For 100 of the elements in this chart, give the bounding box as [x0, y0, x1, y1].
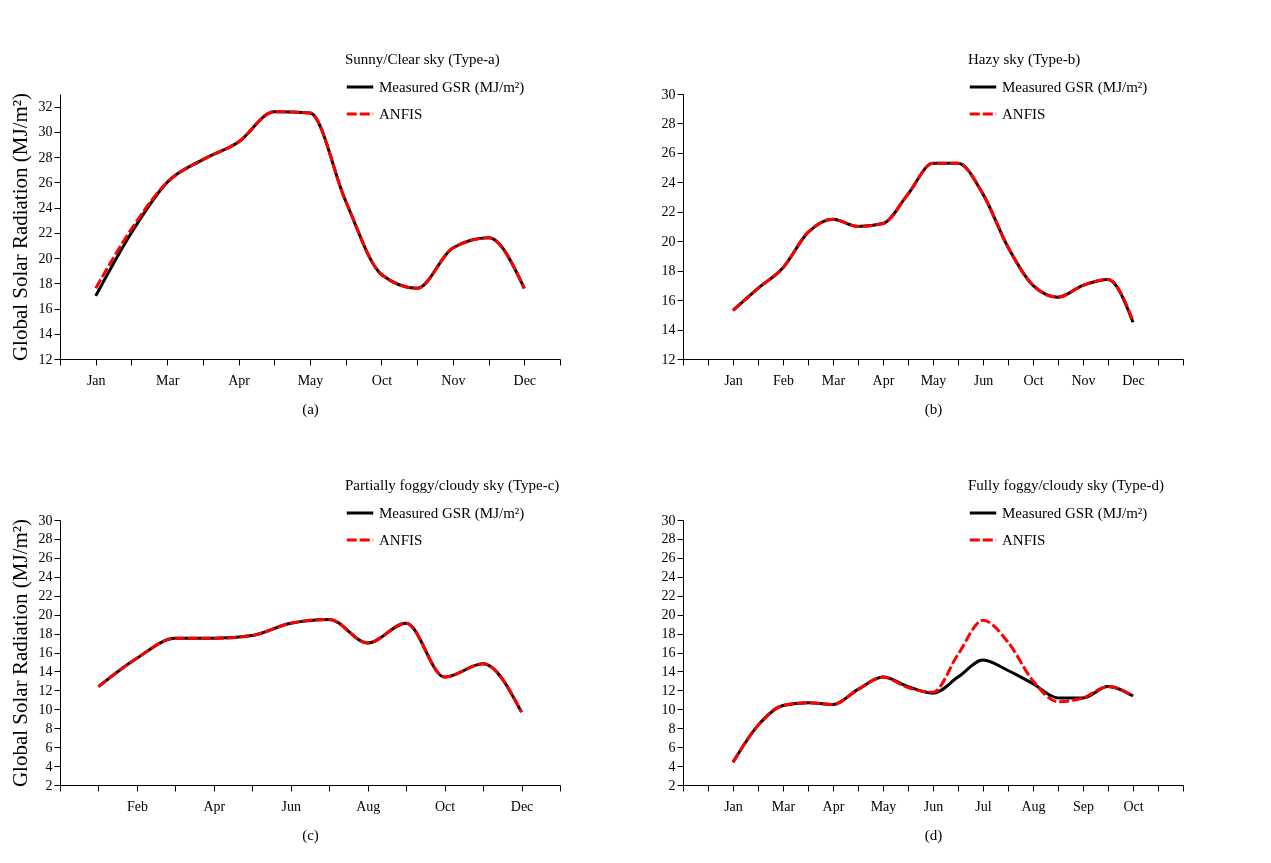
x-tick-label: Apr — [822, 798, 845, 814]
legend-label: Measured GSR (MJ/m²) — [1002, 505, 1148, 522]
y-tick-label: 18 — [38, 275, 53, 291]
y-tick-label: 18 — [661, 626, 676, 642]
legend-label: Measured GSR (MJ/m²) — [379, 79, 525, 96]
x-tick-label: Feb — [773, 372, 794, 388]
y-tick-label: 22 — [661, 588, 676, 604]
legend-label: Measured GSR (MJ/m²) — [1002, 79, 1148, 96]
y-tick-label: 26 — [38, 550, 53, 566]
y-tick-label: 32 — [38, 99, 53, 115]
legend-label: ANFIS — [379, 106, 423, 122]
y-tick-label: 26 — [38, 174, 53, 190]
x-tick-label: Oct — [371, 372, 393, 388]
y-tick-label: 16 — [661, 292, 676, 308]
y-tick-label: 30 — [661, 512, 676, 528]
y-tick-label: 12 — [38, 682, 53, 698]
x-tick-label: Jun — [281, 798, 301, 814]
x-tick-label: Sep — [1073, 798, 1094, 814]
x-tick-label: May — [297, 372, 324, 388]
y-tick-label: 20 — [38, 250, 53, 266]
y-axis-title: Global Solar Radiation (MJ/m²) — [7, 518, 32, 788]
y-tick-label: 18 — [661, 263, 676, 279]
y-tick-label: 24 — [38, 200, 53, 216]
y-tick-label: 12 — [38, 351, 53, 367]
legend-label: ANFIS — [1002, 532, 1046, 548]
y-tick-label: 28 — [661, 531, 676, 547]
y-tick-label: 24 — [661, 174, 676, 190]
x-tick-label: Jan — [86, 372, 106, 388]
x-tick-label: Aug — [1021, 798, 1046, 814]
x-axis-title: (b) — [924, 400, 943, 418]
y-tick-label: 26 — [661, 145, 676, 161]
y-tick-label: 26 — [661, 550, 676, 566]
legend-title: Sunny/Clear sky (Type-a) — [345, 51, 500, 68]
legend-title: Hazy sky (Type-b) — [968, 51, 1081, 68]
legend-title: Fully foggy/cloudy sky (Type-d) — [968, 477, 1165, 494]
x-tick-label: May — [920, 372, 947, 388]
legend-label: ANFIS — [379, 532, 423, 548]
y-tick-label: 4 — [45, 758, 53, 774]
x-tick-label: Mar — [771, 798, 796, 814]
x-tick-label: Jun — [923, 798, 944, 814]
y-tick-label: 22 — [38, 225, 53, 241]
x-tick-label: May — [870, 798, 897, 814]
y-tick-label: 14 — [38, 326, 53, 342]
y-tick-label: 28 — [661, 115, 676, 131]
y-tick-label: 20 — [661, 233, 676, 249]
y-tick-label: 14 — [661, 663, 676, 679]
y-axis-title: Global Solar Radiation (MJ/m²) — [7, 92, 32, 362]
y-tick-label: 8 — [668, 720, 676, 736]
x-tick-label: Oct — [1023, 372, 1044, 388]
x-tick-label: Mar — [821, 372, 846, 388]
x-tick-label: Feb — [126, 798, 148, 814]
x-tick-label: Nov — [441, 372, 466, 388]
x-tick-label: Apr — [228, 372, 251, 388]
x-tick-label: Dec — [510, 798, 534, 814]
y-tick-label: 30 — [38, 124, 53, 140]
x-tick-label: Oct — [1123, 798, 1144, 814]
y-tick-label: 16 — [661, 645, 676, 660]
y-tick-label: 16 — [38, 645, 53, 660]
y-tick-label: 22 — [661, 204, 676, 220]
y-tick-label: 14 — [38, 663, 53, 679]
y-tick-label: 18 — [38, 626, 53, 642]
x-tick-label: Jun — [973, 372, 994, 388]
y-tick-label: 28 — [38, 149, 53, 165]
y-tick-label: 10 — [661, 701, 676, 717]
x-tick-label: Jan — [724, 372, 743, 388]
x-axis-title: (d) — [924, 826, 943, 844]
x-tick-label: Dec — [513, 372, 537, 388]
y-tick-label: 20 — [661, 607, 676, 623]
x-tick-label: Apr — [872, 372, 895, 388]
legend-title: Partially foggy/cloudy sky (Type-c) — [345, 477, 560, 494]
legend-label: ANFIS — [1002, 106, 1046, 122]
y-tick-label: 14 — [661, 322, 676, 338]
y-tick-label: 10 — [38, 701, 53, 717]
y-tick-label: 12 — [661, 351, 676, 367]
y-tick-label: 24 — [38, 569, 53, 585]
y-tick-label: 12 — [661, 682, 676, 698]
x-tick-label: Mar — [155, 372, 180, 388]
y-tick-label: 28 — [38, 531, 53, 547]
x-tick-label: Jul — [975, 798, 992, 814]
y-tick-label: 20 — [38, 607, 53, 623]
x-tick-label: Oct — [435, 798, 456, 814]
y-tick-label: 6 — [45, 739, 53, 755]
y-tick-label: 8 — [45, 720, 53, 736]
y-tick-label: 16 — [38, 301, 53, 317]
x-tick-label: Nov — [1071, 372, 1096, 388]
y-tick-label: 4 — [668, 758, 676, 774]
y-tick-label: 24 — [661, 569, 676, 585]
legend-label: Measured GSR (MJ/m²) — [379, 505, 525, 522]
y-tick-label: 6 — [668, 739, 676, 755]
x-tick-label: Aug — [356, 798, 381, 814]
x-tick-label: Apr — [203, 798, 226, 814]
y-tick-label: 2 — [668, 777, 676, 793]
x-axis-title: (a) — [302, 400, 319, 418]
y-tick-label: 30 — [661, 86, 676, 102]
x-axis-title: (c) — [302, 826, 319, 844]
y-tick-label: 22 — [38, 588, 53, 604]
x-tick-label: Jan — [724, 798, 743, 814]
x-tick-label: Dec — [1122, 372, 1145, 388]
y-tick-label: 30 — [38, 512, 53, 528]
y-tick-label: 2 — [45, 777, 53, 793]
